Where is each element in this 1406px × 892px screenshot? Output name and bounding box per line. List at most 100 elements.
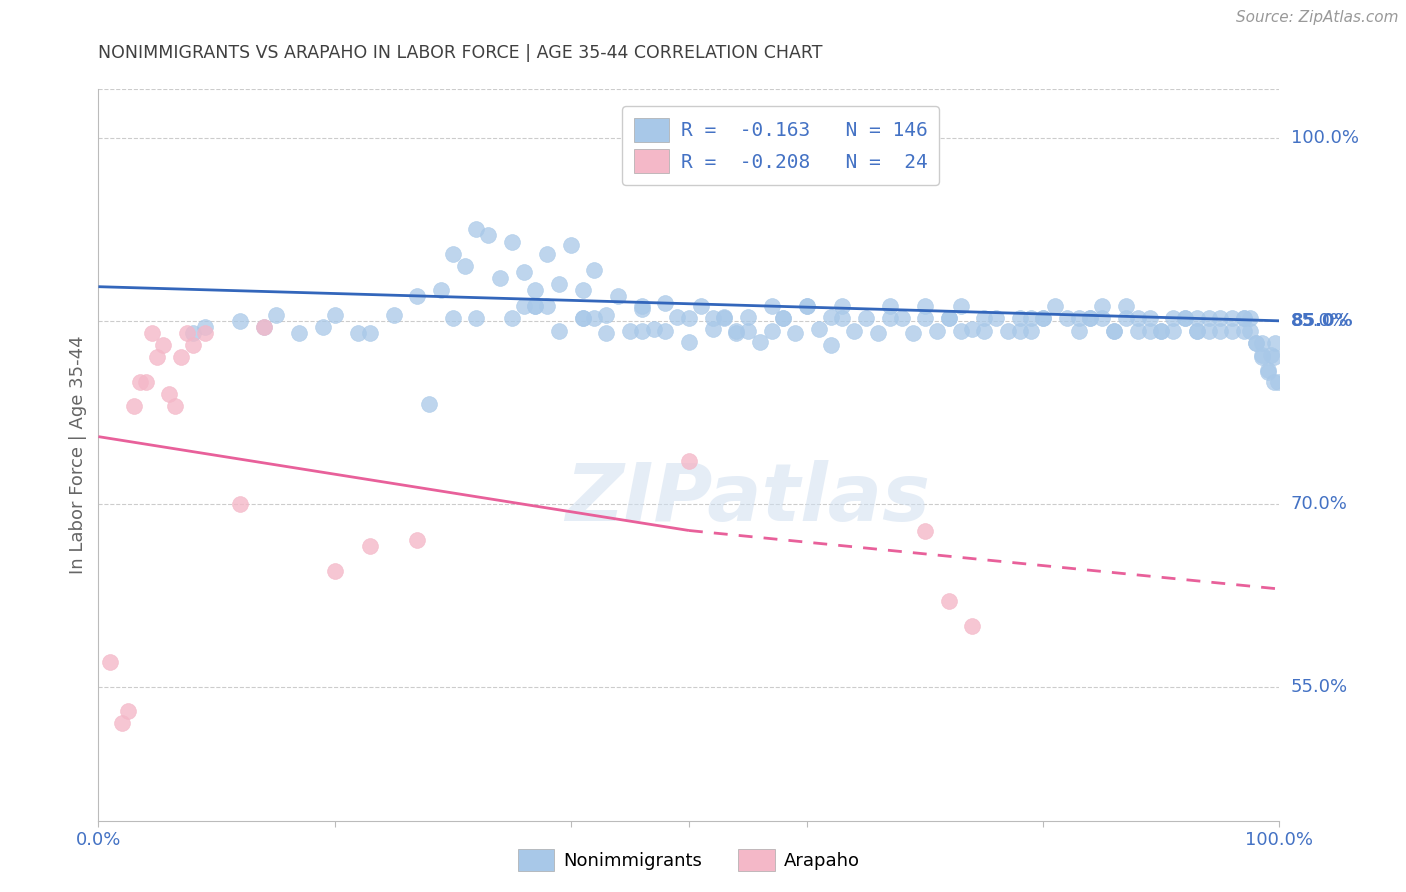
Point [1126,311,1149,326]
Point [141,326,163,340]
Point [1244,335,1267,350]
Point [229,497,252,511]
Point [1209,311,1232,326]
Point [536,247,558,261]
Point [430,284,453,298]
Point [571,311,593,326]
Point [1239,324,1261,338]
Point [820,310,842,325]
Point [264,308,287,322]
Point [1185,324,1208,338]
Point [796,299,818,313]
Text: 85.0%: 85.0% [1291,312,1347,330]
Point [938,311,960,326]
Text: 70.0%: 70.0% [1291,495,1347,513]
Point [1257,365,1279,379]
Point [1263,375,1285,389]
Point [512,299,534,313]
Point [1067,324,1090,338]
Point [702,311,724,326]
Point [1102,324,1125,338]
Point [678,311,700,326]
Point [1233,311,1256,326]
Point [1267,375,1289,389]
Point [1056,311,1078,326]
Point [855,311,877,326]
Point [359,326,381,340]
Point [176,326,198,340]
Point [323,308,346,322]
Point [1174,311,1197,326]
Point [678,454,700,468]
Point [689,299,711,313]
Point [1032,311,1054,326]
Point [1091,299,1114,313]
Point [785,326,807,340]
Point [1126,324,1149,338]
Point [165,399,187,413]
Point [501,311,523,326]
Point [1008,311,1031,326]
Legend: R =  -0.163   N = 146, R =  -0.208   N =  24: R = -0.163 N = 146, R = -0.208 N = 24 [623,106,939,185]
Point [713,311,735,326]
Point [1250,351,1272,365]
Point [548,324,571,338]
Point [772,311,794,326]
Point [1139,311,1161,326]
Point [359,540,381,554]
Point [1080,311,1102,326]
Point [962,618,984,632]
Point [1185,311,1208,326]
Point [725,326,748,340]
Point [1008,324,1031,338]
Point [465,222,488,236]
Point [229,314,252,328]
Point [1209,324,1232,338]
Point [962,322,984,336]
Point [347,326,370,340]
Point [465,311,488,326]
Point [560,238,582,252]
Point [194,326,217,340]
Point [524,299,547,313]
Point [477,228,499,243]
Point [453,259,475,273]
Point [844,324,866,338]
Point [571,311,593,326]
Point [890,311,912,326]
Point [1174,311,1197,326]
Point [312,320,335,334]
Point [914,311,936,326]
Point [583,311,606,326]
Text: 100.0%: 100.0% [1291,129,1358,147]
Point [152,338,174,352]
Point [1257,362,1279,376]
Point [1244,335,1267,350]
Point [1021,311,1043,326]
Point [1115,299,1137,313]
Point [1091,311,1114,326]
Point [1021,324,1043,338]
Point [1102,324,1125,338]
Point [1161,311,1184,326]
Point [253,320,276,334]
Point [1198,324,1220,338]
Point [903,326,925,340]
Point [938,594,960,608]
Point [181,338,204,352]
Point [984,311,1007,326]
Point [501,235,523,249]
Point [949,324,972,338]
Point [441,311,464,326]
Point [548,277,571,292]
Point [406,533,429,548]
Point [973,311,995,326]
Point [772,311,794,326]
Point [630,301,652,316]
Point [1264,335,1286,350]
Point [489,271,512,285]
Point [630,299,652,313]
Point [607,289,630,303]
Y-axis label: In Labor Force | Age 35-44: In Labor Force | Age 35-44 [69,335,87,574]
Point [583,262,606,277]
